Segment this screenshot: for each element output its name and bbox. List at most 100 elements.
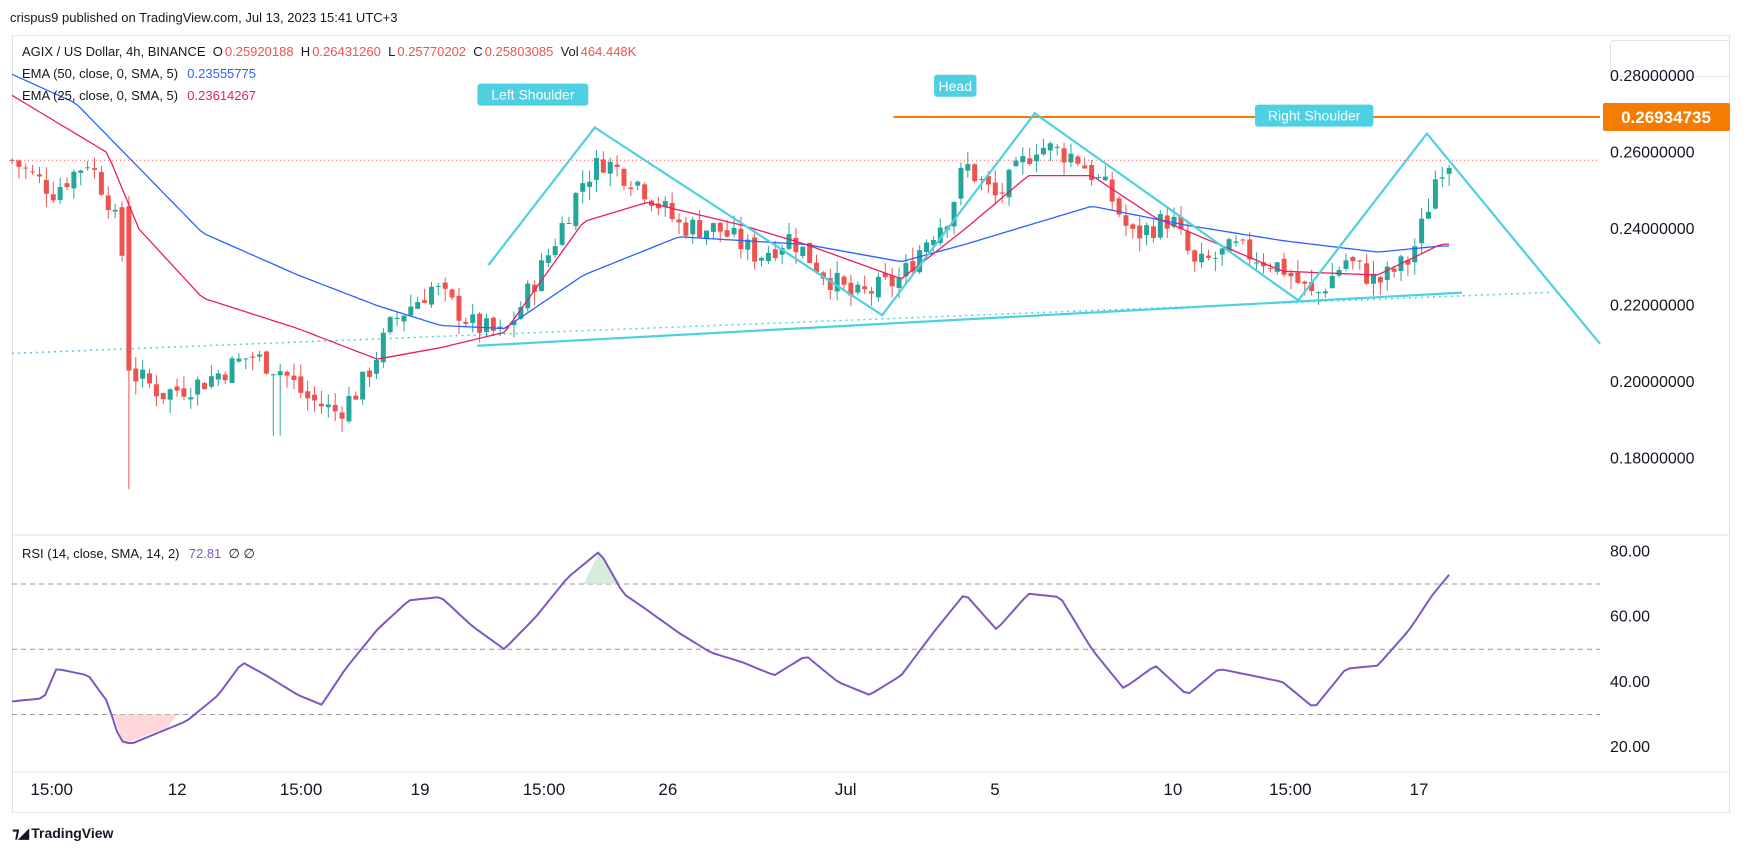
candle-body	[1109, 179, 1115, 202]
candle-body	[738, 228, 744, 250]
candle-body	[112, 209, 118, 212]
candle-body	[105, 195, 111, 211]
candle-body	[1061, 148, 1067, 163]
candle-body	[1082, 165, 1088, 169]
candle-body	[1075, 156, 1081, 164]
candle-body	[1095, 176, 1101, 178]
pattern-label-box	[477, 83, 589, 106]
candle-body	[208, 376, 214, 387]
candle-body	[566, 223, 572, 225]
candle-body	[765, 252, 771, 261]
candle-body	[1288, 272, 1294, 277]
price-tick-label: 0.22000000	[1610, 298, 1695, 315]
candle-body	[133, 368, 139, 382]
candle-body	[318, 403, 324, 407]
candle-body	[607, 161, 613, 174]
candle-body	[415, 301, 421, 309]
candle-body	[1432, 179, 1438, 209]
candle-body	[1377, 277, 1383, 283]
candle-body	[1254, 262, 1260, 264]
candle-body	[1219, 248, 1225, 255]
ema50-line	[11, 73, 1450, 330]
candle-body	[353, 395, 359, 400]
neckline	[477, 291, 1462, 347]
candle-body	[30, 171, 36, 173]
time-tick-label: 15:00	[1269, 780, 1312, 799]
price-search-box[interactable]	[1610, 40, 1730, 77]
legend-l-label: L	[388, 44, 396, 59]
time-tick-label: 26	[658, 780, 677, 799]
legend-c-label: C	[473, 44, 483, 59]
candle-body	[1040, 147, 1046, 155]
candle-body	[332, 404, 338, 412]
candle-body	[745, 239, 751, 250]
candle-body	[9, 159, 15, 161]
neckline-extension	[11, 291, 1553, 355]
candle-body	[1226, 239, 1232, 251]
candle-body	[910, 260, 916, 272]
candle-body	[1006, 169, 1012, 198]
candle-body	[153, 384, 159, 397]
legend-ema25-value: 0.23614267	[187, 88, 256, 103]
candle-body	[408, 306, 414, 316]
candle-body	[477, 313, 483, 333]
candle-body	[1405, 260, 1411, 265]
tradingview-logo[interactable]: ⁊◢ TradingView	[12, 824, 113, 842]
rsi-line	[11, 551, 1450, 745]
candle-body	[1315, 292, 1321, 294]
time-tick-label: 10	[1163, 780, 1182, 799]
legend-ohlc: AGIX / US Dollar, 4h, BINANCE O 0.2592018…	[22, 44, 636, 59]
candle-body	[1047, 143, 1053, 151]
candle-body	[1034, 154, 1040, 162]
time-tick-label: 15:00	[30, 780, 73, 799]
candle-body	[1013, 160, 1019, 167]
candle-body	[263, 351, 269, 374]
candle-body	[1205, 255, 1211, 258]
candle-body	[98, 172, 104, 195]
candle-body	[1137, 225, 1143, 239]
candle-body	[181, 388, 187, 397]
candle-body	[1412, 246, 1418, 263]
candle-body	[614, 164, 620, 167]
candle-body	[236, 358, 242, 362]
candle-body	[442, 282, 448, 289]
candle-body	[380, 332, 386, 363]
candle-body	[160, 392, 166, 400]
price-tick-label: 0.28000000	[1610, 68, 1695, 85]
candle-body	[57, 186, 63, 200]
candle-body	[229, 358, 235, 383]
candle-body	[470, 314, 476, 323]
candle-body	[1171, 216, 1177, 227]
time-tick-label: Jul	[835, 780, 857, 799]
candle-body	[1144, 225, 1150, 236]
candle-body	[525, 283, 531, 309]
candle-body	[779, 248, 785, 255]
candle-body	[490, 317, 496, 331]
candle-body	[869, 291, 875, 294]
candle-body	[346, 395, 352, 422]
candle-body	[580, 183, 586, 192]
candle-body	[772, 249, 778, 259]
candle-body	[119, 207, 125, 256]
candle-body	[593, 157, 599, 180]
candle-body	[1295, 272, 1301, 283]
candle-body	[985, 176, 991, 185]
candle-body	[1357, 260, 1363, 262]
candle-body	[676, 219, 682, 223]
candle-body	[339, 412, 345, 419]
candle-body	[428, 286, 434, 305]
candle-body	[518, 307, 524, 319]
candle-body	[917, 250, 923, 273]
candle-body	[1068, 153, 1074, 163]
candle-body	[1247, 239, 1253, 260]
candle-body	[291, 375, 297, 381]
price-tick-label: 0.24000000	[1610, 221, 1695, 238]
candle-body	[1150, 226, 1156, 239]
legend-vol-label: Vol	[560, 44, 579, 59]
candle-body	[704, 230, 710, 239]
candle-body	[463, 321, 469, 324]
candle-body	[979, 178, 985, 180]
candle-body	[1391, 268, 1397, 272]
price-tick-label: 0.26000000	[1610, 145, 1695, 162]
